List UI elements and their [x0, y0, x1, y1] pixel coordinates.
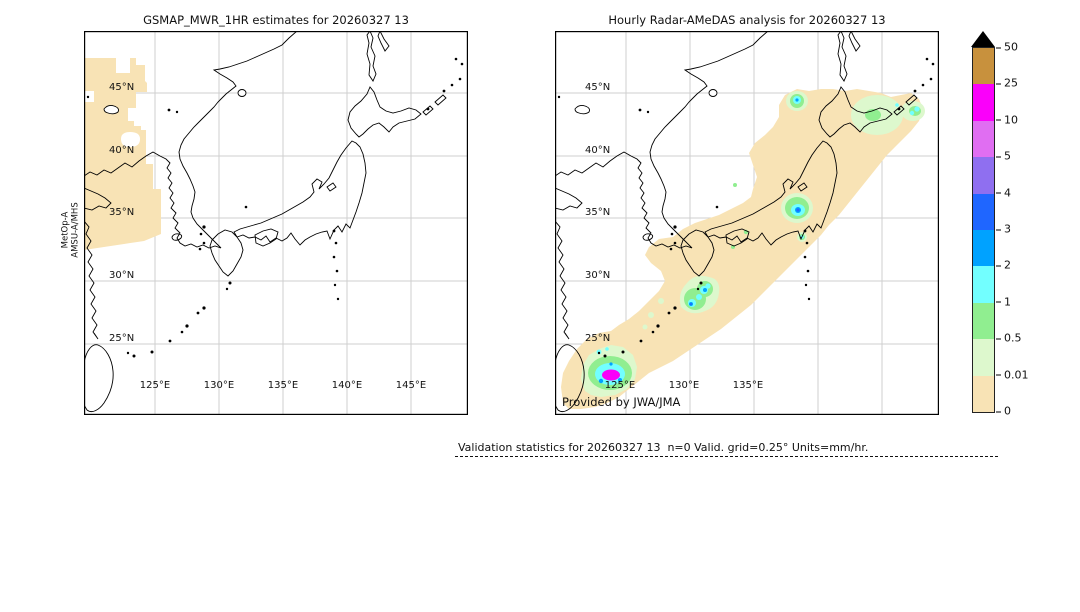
left-map-panel: 45°N 40°N 35°N 30°N 25°N 125°E 130°E 135…	[83, 30, 469, 419]
lat-label: 40°N	[585, 145, 610, 156]
lat-label: 25°N	[109, 333, 134, 344]
swath-hole	[121, 132, 140, 147]
lat-label: 30°N	[585, 270, 610, 281]
lon-label: 145°E	[396, 380, 426, 391]
colorbar-tick-label: 5	[995, 150, 1011, 163]
east-hokkaido-cell	[851, 95, 925, 135]
precip-band-0-0.01	[561, 89, 923, 409]
colorbar-tick-label: 0.01	[995, 368, 1029, 381]
left-panel-title: GSMAP_MWR_1HR estimates for 20260327 13	[143, 13, 409, 27]
colorbar: 50 25 10 5 4 3 2 1 0.5 0.01 0	[971, 31, 1080, 421]
kanto-cell	[781, 193, 813, 242]
lat-label: 45°N	[109, 82, 134, 93]
lon-label: 125°E	[605, 380, 635, 391]
okinawa-cell	[581, 298, 664, 397]
colorbar-segment	[972, 302, 994, 340]
radar-precip-field	[561, 89, 925, 409]
right-map-labels: 45°N 40°N 35°N 30°N 25°N 125°E 130°E 135…	[562, 82, 763, 409]
colorbar-segment	[972, 157, 994, 194]
colorbar-segment	[972, 229, 994, 267]
validation-statistics-text: Validation statistics for 20260327 13 n=…	[458, 441, 869, 454]
colorbar-tick-label: 25	[995, 77, 1018, 90]
credit-label: Provided by JWA/JMA	[562, 395, 681, 409]
colorbar-tick-label: 50	[995, 41, 1018, 54]
footer-dashed-rule	[455, 456, 998, 457]
sensor-label-line2: AMSU-A/MHS	[70, 202, 80, 258]
colorbar-tick-label: 4	[995, 186, 1011, 199]
swath-polygon	[84, 58, 161, 250]
colorbar-segment	[972, 375, 994, 412]
colorbar-segment	[972, 266, 994, 303]
colorbar-segment	[972, 84, 994, 121]
lon-label: 135°E	[733, 380, 763, 391]
map-border	[555, 31, 939, 415]
lon-label: 130°E	[669, 380, 699, 391]
west-hokkaido-cell	[786, 91, 808, 111]
lat-label: 35°N	[109, 207, 134, 218]
lon-label: 125°E	[140, 380, 170, 391]
colorbar-ticks: 50 25 10 5 4 3 2 1 0.5 0.01 0	[995, 41, 1075, 418]
left-map-labels: 45°N 40°N 35°N 30°N 25°N 125°E 130°E 135…	[109, 82, 426, 391]
colorbar-tick-label: 3	[995, 223, 1011, 236]
lon-label: 130°E	[204, 380, 234, 391]
lat-label: 30°N	[109, 270, 134, 281]
map-border	[84, 31, 468, 415]
lat-label: 35°N	[585, 207, 610, 218]
left-map: 45°N 40°N 35°N 30°N 25°N 125°E 130°E 135…	[83, 30, 469, 416]
colorbar-segment	[972, 339, 994, 376]
colorbar-tick-label: 2	[995, 259, 1011, 272]
amami-cell	[679, 275, 720, 314]
colorbar-segment	[972, 48, 994, 85]
colorbar-segment	[972, 120, 994, 158]
lat-label: 25°N	[585, 333, 610, 344]
lon-label: 135°E	[268, 380, 298, 391]
lat-label: 40°N	[109, 145, 134, 156]
colorbar-overflow-arrow	[971, 31, 995, 47]
colorbar-tick-label: 0.5	[995, 332, 1022, 345]
colorbar-tick-label: 10	[995, 113, 1018, 126]
right-map-panel: 45°N 40°N 35°N 30°N 25°N 125°E 130°E 135…	[554, 30, 940, 419]
right-panel-title: Hourly Radar-AMeDAS analysis for 2026032…	[608, 13, 886, 27]
colorbar-segments	[971, 47, 995, 413]
sensor-label: MetOp-A AMSU-A/MHS	[61, 202, 81, 258]
lat-label: 45°N	[585, 82, 610, 93]
lon-label: 140°E	[332, 380, 362, 391]
colorbar-segment	[972, 193, 994, 230]
right-map: 45°N 40°N 35°N 30°N 25°N 125°E 130°E 135…	[554, 30, 940, 416]
colorbar-tick-label: 1	[995, 295, 1011, 308]
colorbar-tick-label: 0	[995, 405, 1011, 418]
